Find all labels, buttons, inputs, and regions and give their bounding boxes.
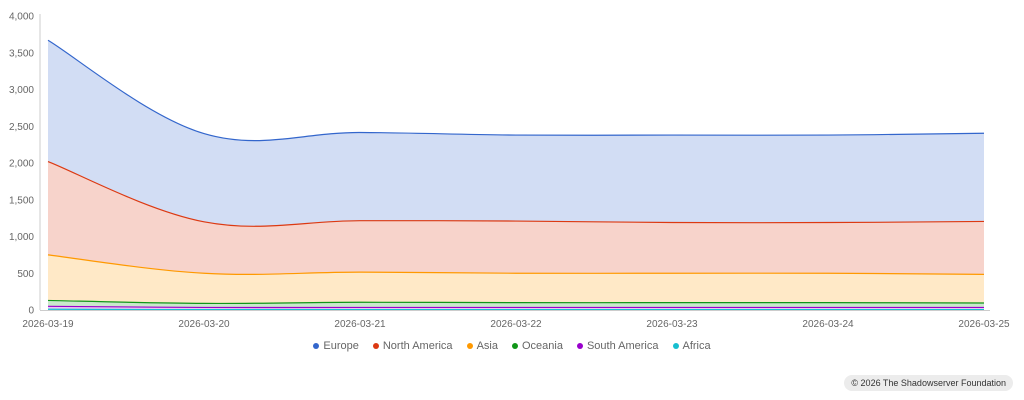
series-areas	[47, 39, 985, 311]
line-asia	[47, 254, 985, 275]
x-tick-label: 2026-03-24	[802, 319, 854, 330]
line-south-america	[47, 305, 984, 309]
legend-label: North America	[382, 340, 453, 352]
line-oceania	[47, 299, 985, 305]
legend-dot-icon	[313, 343, 320, 349]
legend-item[interactable]: North America	[372, 340, 453, 352]
legend-item[interactable]: Africa	[672, 340, 711, 352]
x-tick-label: 2026-03-23	[646, 319, 698, 330]
legend-dot-icon	[372, 343, 379, 349]
legend-label: South America	[586, 340, 659, 352]
chart-legend: Europe North America Asia Oceania South Amer…	[0, 340, 1024, 352]
legend-item[interactable]: Asia	[466, 340, 498, 352]
x-tick-label: 2026-03-22	[490, 319, 542, 330]
y-tick-label: 1,000	[9, 232, 34, 243]
legend-item[interactable]: South America	[576, 340, 659, 352]
legend-dot-icon	[466, 343, 473, 349]
y-tick-label: 3,000	[9, 85, 34, 96]
y-tick-label: 4,000	[9, 12, 34, 23]
y-tick-label: 2,000	[9, 159, 34, 170]
y-tick-label: 2,500	[9, 122, 34, 133]
area-asia	[48, 254, 984, 310]
legend-label: Oceania	[521, 340, 563, 352]
y-tick-label: 1,500	[9, 195, 34, 206]
y-tick-label: 3,500	[9, 48, 34, 59]
x-tick-label: 2026-03-25	[958, 319, 1010, 330]
credit-badge: © 2026 The Shadowserver Foundation	[844, 375, 1013, 391]
legend-label: Europe	[323, 340, 359, 352]
x-tick-label: 2026-03-19	[22, 319, 74, 330]
legend-dot-icon	[511, 343, 518, 349]
legend-item[interactable]: Europe	[313, 340, 359, 352]
x-tick-label: 2026-03-21	[334, 319, 386, 330]
legend-dot-icon	[672, 343, 679, 349]
legend-label: Africa	[682, 340, 711, 352]
legend-item[interactable]: Oceania	[511, 340, 563, 352]
y-axis: 0 500 1,000 1,500 2,000 2,500 3,000 3,500 4,000	[9, 12, 41, 317]
y-tick-label: 500	[17, 269, 34, 280]
x-tick-label: 2026-03-20	[178, 319, 230, 330]
x-axis: 2026-03-19 2026-03-20 2026-03-21 2026-03-22…	[22, 310, 1010, 330]
line-north-america	[47, 160, 985, 227]
y-tick-label: 0	[28, 306, 34, 317]
legend-dot-icon	[576, 343, 583, 349]
line-europe	[47, 39, 985, 142]
legend-label: Asia	[476, 340, 498, 352]
